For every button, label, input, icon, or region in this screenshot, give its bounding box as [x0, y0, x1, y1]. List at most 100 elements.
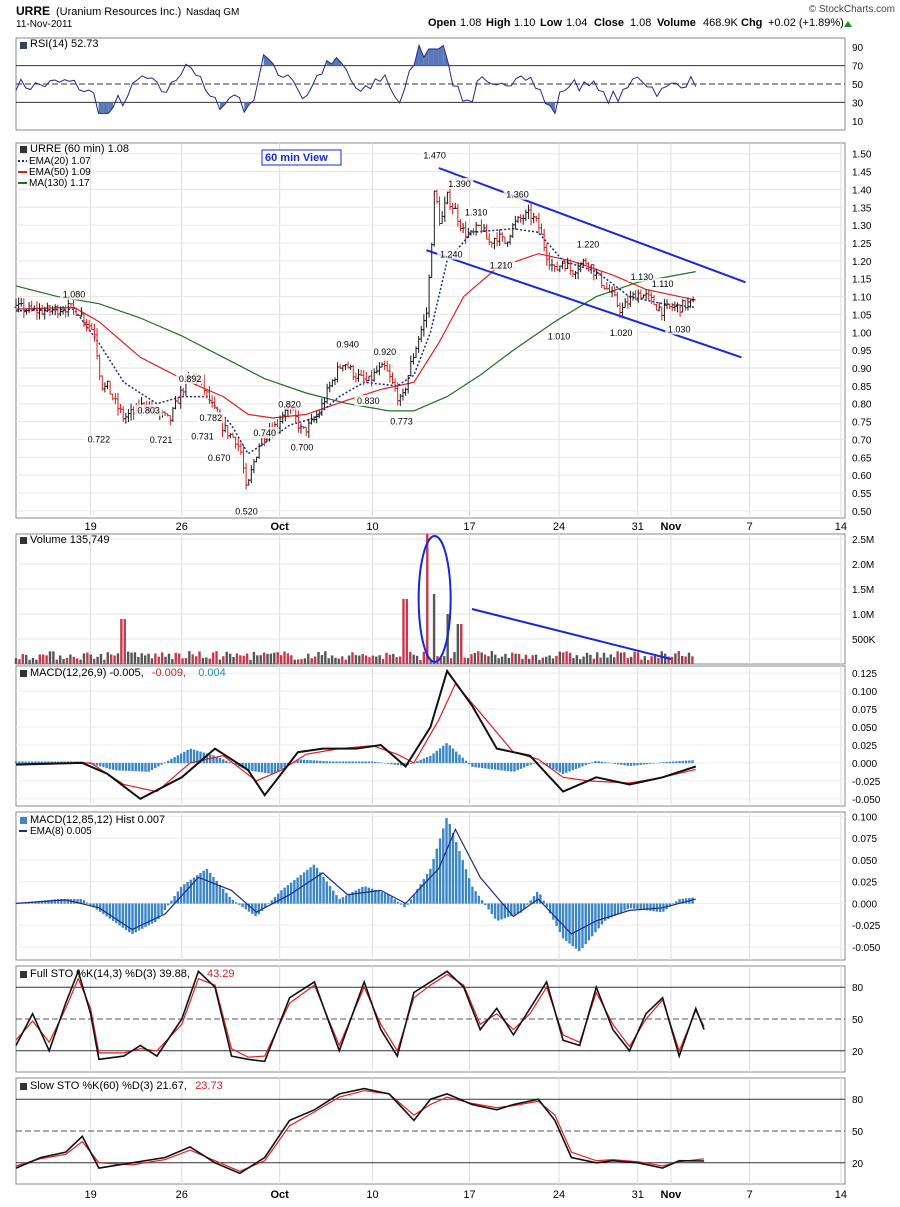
macd-hist-bar [367, 761, 371, 764]
macd-hist-bar [590, 762, 594, 764]
volume-bar [646, 659, 650, 664]
volume-bar [602, 652, 606, 664]
hist-bar [199, 872, 202, 904]
volume-bar [222, 656, 225, 664]
hist-bar [179, 886, 183, 904]
volume-bar [381, 658, 385, 664]
macd-hist-bar [296, 759, 299, 764]
macd-hist-bar [458, 754, 461, 764]
hist-bar [325, 881, 328, 904]
macd-hist-bar [251, 762, 254, 772]
macd-hist-bar [348, 761, 351, 764]
macd-hist-bar [568, 762, 571, 772]
volume-bar [198, 651, 201, 664]
macd-hist-bar [552, 762, 555, 770]
trend-channel-line [438, 167, 746, 284]
volume-bar [273, 652, 276, 664]
volume-bar [341, 656, 344, 664]
volume-bar [398, 656, 402, 664]
macd-hist-bar [244, 762, 248, 770]
panels: 90 70 50 30 10 RSI(14) 52.73 1.50 1.45 1.40 1.35 1… [14, 37, 881, 1201]
volume-bar [534, 654, 538, 664]
macd-hist-bar [163, 762, 167, 764]
chg-label: Chg [741, 17, 762, 29]
volume-bar [483, 654, 487, 664]
price-x-tick-label: 17 [463, 521, 475, 533]
full-sto-panel-legend-swatch [20, 971, 27, 978]
hist-bar [348, 893, 351, 904]
volume-value: 468.9K [703, 17, 739, 29]
view-annotation-box [261, 149, 342, 166]
volume-bar [432, 594, 436, 664]
slow-sto-panel-tick-label: 80 [852, 1095, 864, 1106]
volume-bar [497, 658, 500, 664]
pivot-label: 1.240 [440, 250, 463, 260]
hist-bar [649, 903, 652, 911]
macd-hist-bar [105, 762, 108, 769]
volume-bar [405, 599, 409, 664]
macd-hist-bar [18, 761, 21, 764]
hist-bar [668, 903, 672, 907]
hist-bar [636, 903, 639, 910]
rsi-fill [433, 49, 439, 66]
bottom-x-tick-label: 26 [176, 1189, 188, 1201]
volume-bar [307, 653, 310, 664]
hist-bar [584, 903, 587, 945]
hist-bar [425, 873, 429, 904]
macd-hist-bar [662, 762, 665, 764]
macd-hist-bar [506, 762, 510, 772]
volume-bar [320, 655, 324, 664]
hist-bar [319, 872, 322, 904]
hist-bar [228, 896, 231, 904]
volume-bar [494, 654, 497, 664]
hist-bar [458, 851, 461, 904]
macd-hist-bar [400, 762, 403, 766]
bottom-x-tick-label: Nov [661, 1189, 683, 1201]
volume-bar [41, 654, 45, 664]
macd-tick-label: -0.025 [852, 777, 881, 788]
macd-hist-bar [205, 753, 209, 764]
macd-tick-label: 0.025 [852, 741, 877, 752]
macd-hist-bar [121, 762, 125, 771]
volume-bar [133, 652, 137, 664]
macd-hist-bar [131, 762, 134, 772]
hist-bar [548, 903, 552, 914]
low-label: Low [540, 17, 562, 29]
macd-hist-bar [370, 761, 374, 764]
hist-bar [273, 896, 277, 904]
volume-bar [670, 656, 674, 664]
hist-bar [442, 828, 445, 904]
macd-hist-bar [558, 762, 562, 773]
volume-bar [96, 656, 99, 664]
hist-bar [655, 903, 659, 912]
volume-bar [619, 652, 623, 664]
hist-bar [361, 886, 364, 904]
full-sto-panel-tick-label: 20 [852, 1047, 864, 1058]
macd-hist-bar [325, 761, 328, 764]
hist-bar [623, 903, 626, 911]
hist-bar [519, 903, 523, 913]
volume-bar [174, 652, 177, 664]
hist-bar [170, 900, 173, 904]
open-label: Open [428, 17, 456, 29]
pivot-label: 1.220 [577, 240, 600, 250]
high-value: 1.10 [514, 17, 535, 29]
volume-bar [262, 652, 266, 664]
volume-bar [667, 656, 670, 664]
macd-hist-bar [396, 762, 400, 766]
full-sto-panel-k-line [15, 968, 705, 1063]
bottom-x-tick-label: 31 [632, 1189, 644, 1201]
hist-bar [532, 896, 536, 904]
macd-hist-bar [319, 760, 322, 764]
volume-bar [75, 658, 79, 664]
hist-bar [218, 884, 222, 904]
hist-bar [89, 903, 92, 906]
pivot-label: 1.310 [465, 208, 488, 218]
hist-bar [422, 879, 426, 904]
macd-hist-bar [115, 762, 118, 771]
macd-hist-bar [137, 762, 141, 772]
macd-signal-value: -0.009, [152, 667, 186, 679]
hist-bar [315, 867, 319, 904]
hist-bar [367, 887, 371, 904]
volume-bar [228, 653, 232, 664]
